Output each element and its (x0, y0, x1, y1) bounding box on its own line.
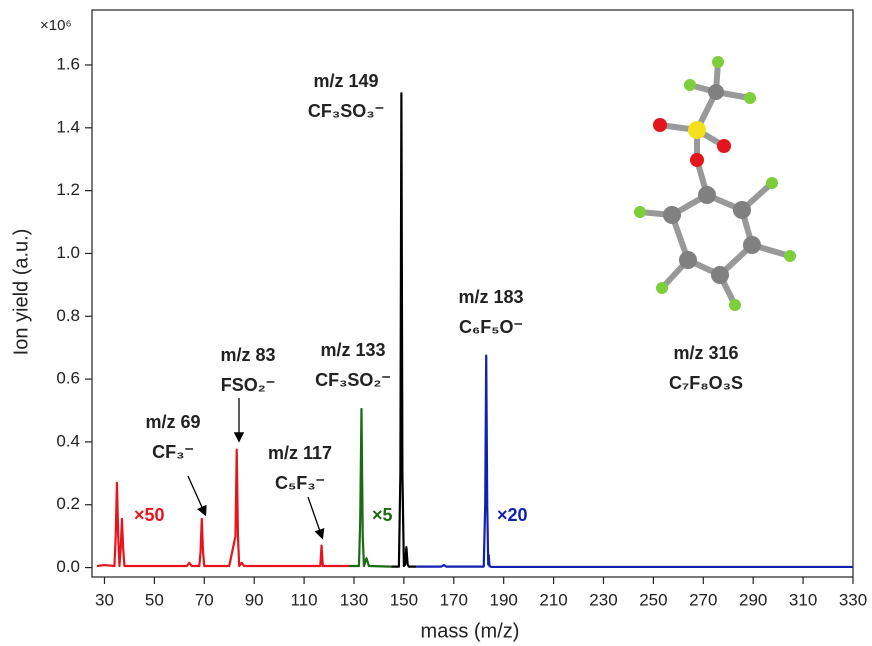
peak-annotation: C₅F₃⁻ (275, 473, 325, 493)
peak-annotation: m/z 83 (220, 345, 275, 365)
x-tick-label: 170 (440, 590, 468, 609)
x-tick-label: 330 (839, 590, 867, 609)
x-tick-label: 70 (195, 590, 214, 609)
x-tick-label: 110 (291, 590, 318, 609)
x-tick-label: 270 (689, 590, 717, 609)
y-tick-label: 1.0 (56, 243, 80, 262)
x-tick-label: 150 (390, 590, 418, 609)
x-tick-label: 50 (145, 590, 164, 609)
peak-annotation: m/z 69 (145, 412, 200, 432)
molecule (634, 56, 796, 311)
y-tick-label: 1.4 (56, 117, 80, 136)
peak-annotation: CF₃SO₂⁻ (315, 370, 391, 390)
x-tick-label: 250 (639, 590, 667, 609)
y-axis-label: Ion yield (a.u.) (10, 229, 32, 356)
spectrum-line (416, 356, 853, 567)
x-axis-label: mass (m/z) (421, 620, 520, 642)
scale-factor: ×5 (372, 505, 393, 525)
y-tick-label: 0.0 (56, 557, 80, 576)
peak-annotation: FSO₂⁻ (221, 375, 276, 395)
y-tick-label: 0.6 (56, 369, 80, 388)
x-tick-label: 290 (739, 590, 767, 609)
x-tick-label: 310 (789, 590, 817, 609)
peak-annotation: CF₃SO₃⁻ (308, 101, 384, 121)
peak-annotation: m/z 183 (458, 287, 523, 307)
y-tick-label: 1.6 (56, 54, 80, 73)
x-tick-label: 130 (340, 590, 368, 609)
x-tick-label: 210 (539, 590, 567, 609)
x-tick-label: 190 (490, 590, 518, 609)
y-tick-label: 1.2 (56, 180, 80, 199)
spectrum-line (391, 93, 416, 566)
x-tick-label: 30 (95, 590, 114, 609)
y-tick-label: 0.8 (56, 306, 80, 325)
y-multiplier: ×10⁶ (40, 17, 72, 34)
peak-annotation: m/z 316 (673, 343, 738, 363)
scale-factor: ×20 (497, 505, 528, 525)
x-tick-label: 230 (589, 590, 617, 609)
peak-annotation: C₆F₅O⁻ (459, 317, 523, 337)
peak-annotation: m/z 149 (313, 71, 378, 91)
spectrum-line (349, 409, 391, 567)
scale-factor: ×50 (134, 505, 165, 525)
chart: mass (m/z) Ion yield (a.u.) ×10⁶ 30 50 70 9… (0, 0, 872, 646)
x-tick-label: 90 (245, 590, 264, 609)
arrows (188, 398, 322, 537)
peak-annotation: C₇F₈O₃S (669, 373, 743, 393)
y-tick-label: 0.2 (56, 494, 80, 513)
peak-annotation: m/z 133 (320, 340, 385, 360)
peak-annotation: CF₃⁻ (152, 442, 194, 462)
y-tick-label: 0.4 (56, 431, 80, 450)
peak-annotation: m/z 117 (268, 443, 332, 463)
